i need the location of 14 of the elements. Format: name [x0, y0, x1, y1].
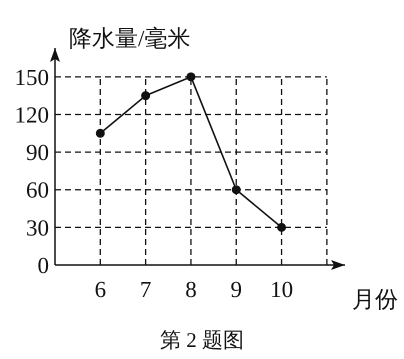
ytick: 0	[38, 253, 49, 278]
xtick: 10	[270, 277, 294, 302]
ytick: 120	[14, 102, 49, 128]
xtick: 8	[185, 277, 197, 302]
ytick: 90	[26, 140, 49, 166]
ylabel: 降水量/毫米	[69, 26, 190, 51]
xtick: 7	[140, 277, 152, 302]
xtick: 6	[94, 277, 106, 302]
xlabel: 月份	[352, 287, 398, 312]
annotation: 第 2 题图	[160, 328, 244, 352]
ytick: 150	[14, 64, 49, 90]
ytick: 60	[26, 178, 49, 203]
ytick: 30	[26, 215, 49, 240]
xtick: 9	[230, 277, 242, 302]
